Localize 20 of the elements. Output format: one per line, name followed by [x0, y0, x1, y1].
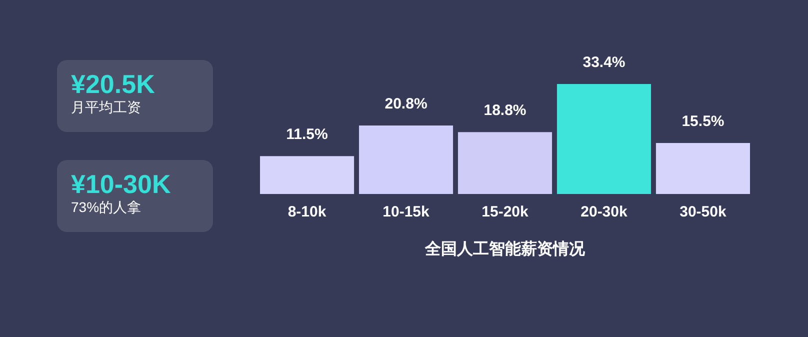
- text: 全国人工智能薪资情况: [424, 240, 586, 258]
- bar: [260, 156, 354, 194]
- text: ¥10-30K: [71, 169, 172, 199]
- text: 月平均工资: [71, 98, 142, 116]
- data-label: 18.8%: [484, 102, 526, 120]
- x-tick-label: 10-15k: [382, 204, 430, 220]
- bar: [458, 132, 552, 194]
- bar: [656, 142, 750, 194]
- x-tick-label: 20-30k: [580, 204, 628, 220]
- text: ¥20.5K: [71, 69, 156, 99]
- text: 73%的人拿: [71, 198, 142, 216]
- x-tick-label: 30-50k: [680, 204, 727, 220]
- bar: [556, 84, 652, 194]
- data-label: 15.5%: [682, 112, 724, 130]
- x-tick-label: 8-10k: [288, 204, 327, 220]
- bar: [358, 125, 454, 194]
- x-tick-label: 15-20k: [482, 204, 530, 220]
- data-label: 20.8%: [384, 95, 428, 112]
- data-label: 11.5%: [286, 126, 328, 144]
- data-label: 33.4%: [582, 54, 626, 71]
